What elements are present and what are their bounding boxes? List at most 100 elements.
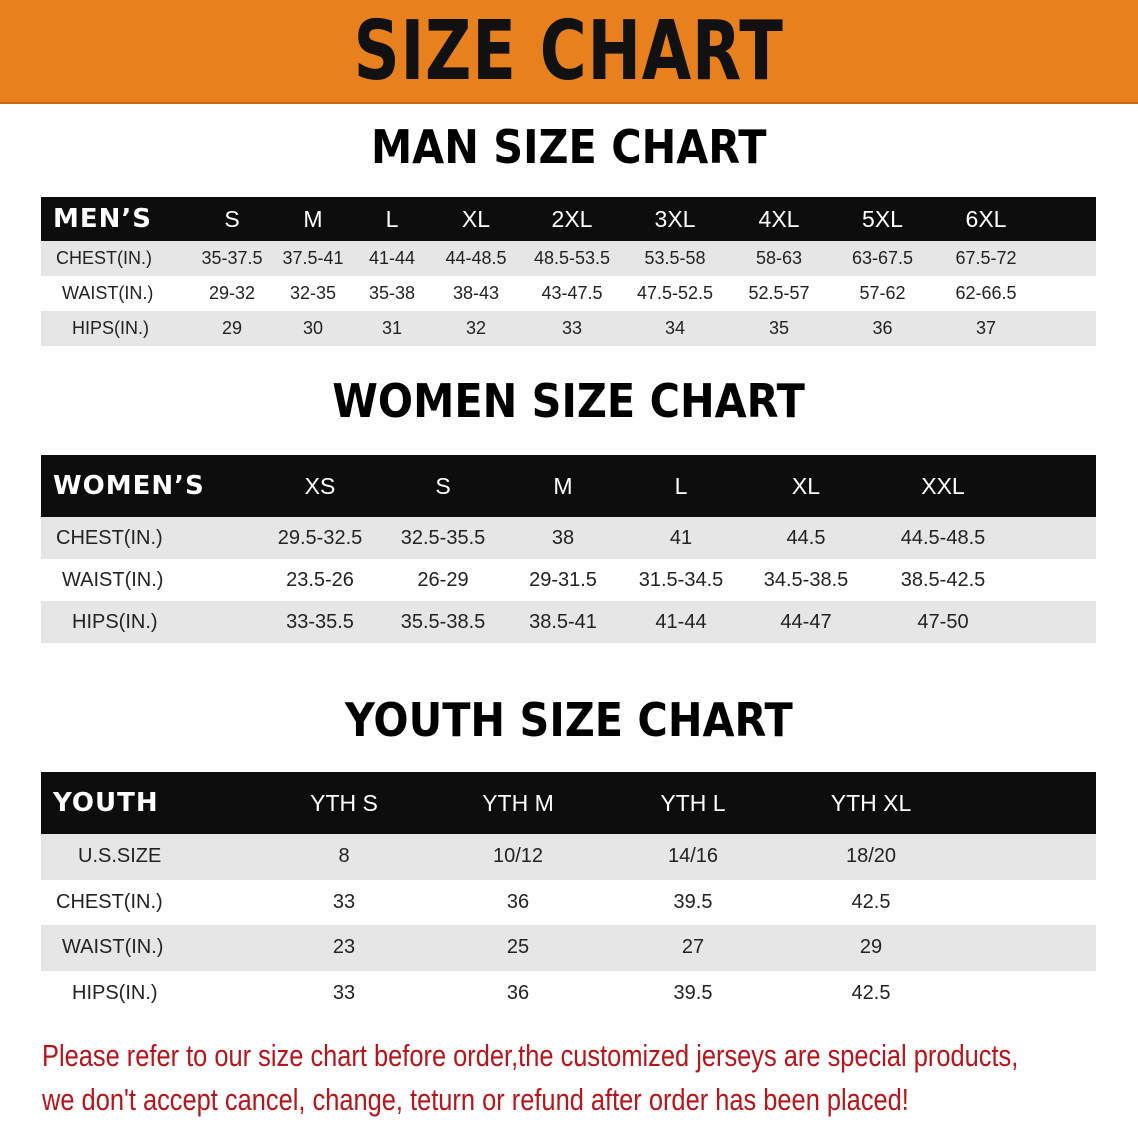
table-cell: 35-38 [368,283,416,303]
table-cell: XS [304,472,336,499]
table-cell: XL [461,205,491,232]
table-cell: YTH L [660,789,726,816]
table-cell: 23 [332,936,356,959]
table-title-cell: YOUTH [53,788,159,818]
row-label: CHEST(IN.) [56,248,152,268]
men-section-title: MAN SIZE CHART [371,120,767,174]
table-title-cell: WOMEN’S [53,471,205,501]
row-label: CHEST(IN.) [56,526,163,549]
table-cell: 33-35.5 [286,610,354,633]
table-header-row: WOMEN’S XS S M L XL XXL [41,455,1096,517]
table-cell: 14/16 [667,845,719,868]
table-cell: 41-44 [368,248,416,268]
table-cell: 42.5 [851,981,891,1004]
table-cell: 32-35 [289,283,337,303]
table-cell: 37.5-41 [282,248,344,268]
table-cell: 44-48.5 [445,248,507,268]
table-cell: 5XL [862,205,903,232]
table-cell: 52.5-57 [748,283,810,303]
table-cell: 25 [506,936,530,959]
table-cell: 36 [872,318,893,338]
table-cell: 67.5-72 [955,248,1017,268]
table-cell: YTH XL [830,789,912,816]
table-cell: L [385,205,399,232]
table-cell: 4XL [758,205,800,232]
size-chart-banner: SIZE CHART [0,0,1138,104]
table-row: HIPS(IN.) 29 30 31 32 33 34 35 36 37 [41,311,1096,346]
row-label: WAIST(IN.) [62,936,164,959]
table-header-row: YOUTH YTH S YTH M YTH L YTH XL [41,772,1096,834]
table-cell: M [553,472,573,499]
table-cell: 2XL [551,205,593,232]
table-cell: 10/12 [492,845,544,868]
row-label: HIPS(IN.) [72,981,158,1004]
order-notice-line-1: Please refer to our size chart before or… [42,1038,1019,1073]
order-notice-line-2: we don't accept cancel, change, teturn o… [42,1082,909,1117]
banner-title: SIZE CHART [354,3,784,99]
table-cell: 29 [859,936,883,959]
table-cell: M [303,205,323,232]
table-cell: 35-37.5 [201,248,263,268]
table-header-row: MEN’S S M L XL 2XL 3XL 4XL 5XL 6XL [41,197,1096,241]
table-cell: 43-47.5 [541,283,603,303]
table-cell: 3XL [654,205,696,232]
table-cell: 39.5 [673,890,713,913]
table-cell: 37 [975,318,997,338]
table-row: HIPS(IN.) 33 36 39.5 42.5 [41,970,1096,1016]
table-cell: 32.5-35.5 [400,526,486,549]
table-cell: 8 [338,845,350,868]
table-cell: 35.5-38.5 [400,610,486,633]
table-row: CHEST(IN.) 35-37.5 37.5-41 41-44 44-48.5 48.5… [41,241,1096,276]
table-cell: 38.5-41 [529,610,597,633]
table-cell: 34 [664,318,686,338]
youth-section-title: YOUTH SIZE CHART [345,693,793,747]
table-cell: 30 [302,318,324,338]
men-size-table: MEN’S S M L XL 2XL 3XL 4XL 5XL 6XL CHEST(IN.) 35-37… [41,197,1096,346]
table-cell: 47.5-52.5 [636,283,714,303]
table-cell: 31.5-34.5 [638,568,724,591]
table-cell: 27 [681,936,705,959]
row-label: WAIST(IN.) [62,568,164,591]
row-label: U.S.SIZE [78,845,162,868]
table-cell: 26-29 [417,568,469,591]
table-cell: 6XL [965,205,1007,232]
table-cell: S [435,472,451,499]
table-cell: YTH S [310,789,378,816]
table-cell: 39.5 [673,981,713,1004]
table-row: CHEST(IN.) 29.5-32.5 32.5-35.5 38 41 44.5 44.5… [41,517,1096,559]
table-cell: 53.5-58 [644,248,706,268]
table-cell: 33 [332,981,356,1004]
row-label: WAIST(IN.) [62,283,154,303]
youth-size-table: YOUTH YTH S YTH M YTH L YTH XL U.S.SIZE 8 10/12… [41,772,1096,1016]
table-cell: 29.5-32.5 [277,526,363,549]
table-row: HIPS(IN.) 33-35.5 35.5-38.5 38.5-41 41-44 44-… [41,601,1096,643]
table-cell: 29-31.5 [529,568,597,591]
table-cell: 44.5-48.5 [900,526,986,549]
table-cell: 58-63 [755,248,803,268]
table-cell: 33 [332,890,356,913]
table-cell: 44-47 [780,610,832,633]
table-cell: 63-67.5 [851,248,914,268]
table-cell: 34.5-38.5 [763,568,849,591]
table-cell: 41-44 [655,610,707,633]
table-cell: 57-62 [859,283,906,303]
table-cell: 41 [669,526,693,549]
table-cell: 35 [768,318,790,338]
table-cell: 48.5-53.5 [533,248,611,268]
table-title-cell: MEN’S [53,204,152,234]
table-cell: S [224,205,240,232]
table-cell: 32 [465,318,487,338]
table-cell: 38.5-42.5 [900,568,986,591]
row-label: HIPS(IN.) [72,318,150,338]
table-cell: 33 [561,318,583,338]
table-cell: 31 [381,318,403,338]
table-row: WAIST(IN.) 23 25 27 29 [41,925,1096,971]
women-size-table: WOMEN’S XS S M L XL XXL CHEST(IN.) 29.5-32.5 32.5… [41,455,1096,643]
table-cell: 29 [221,318,243,338]
table-row: WAIST(IN.) 23.5-26 26-29 29-31.5 31.5-34.5 34… [41,559,1096,601]
row-label: CHEST(IN.) [56,890,163,913]
row-label: HIPS(IN.) [72,610,158,633]
table-cell: 18/20 [845,845,897,868]
table-cell: XXL [921,472,965,499]
table-cell: 42.5 [851,890,891,913]
